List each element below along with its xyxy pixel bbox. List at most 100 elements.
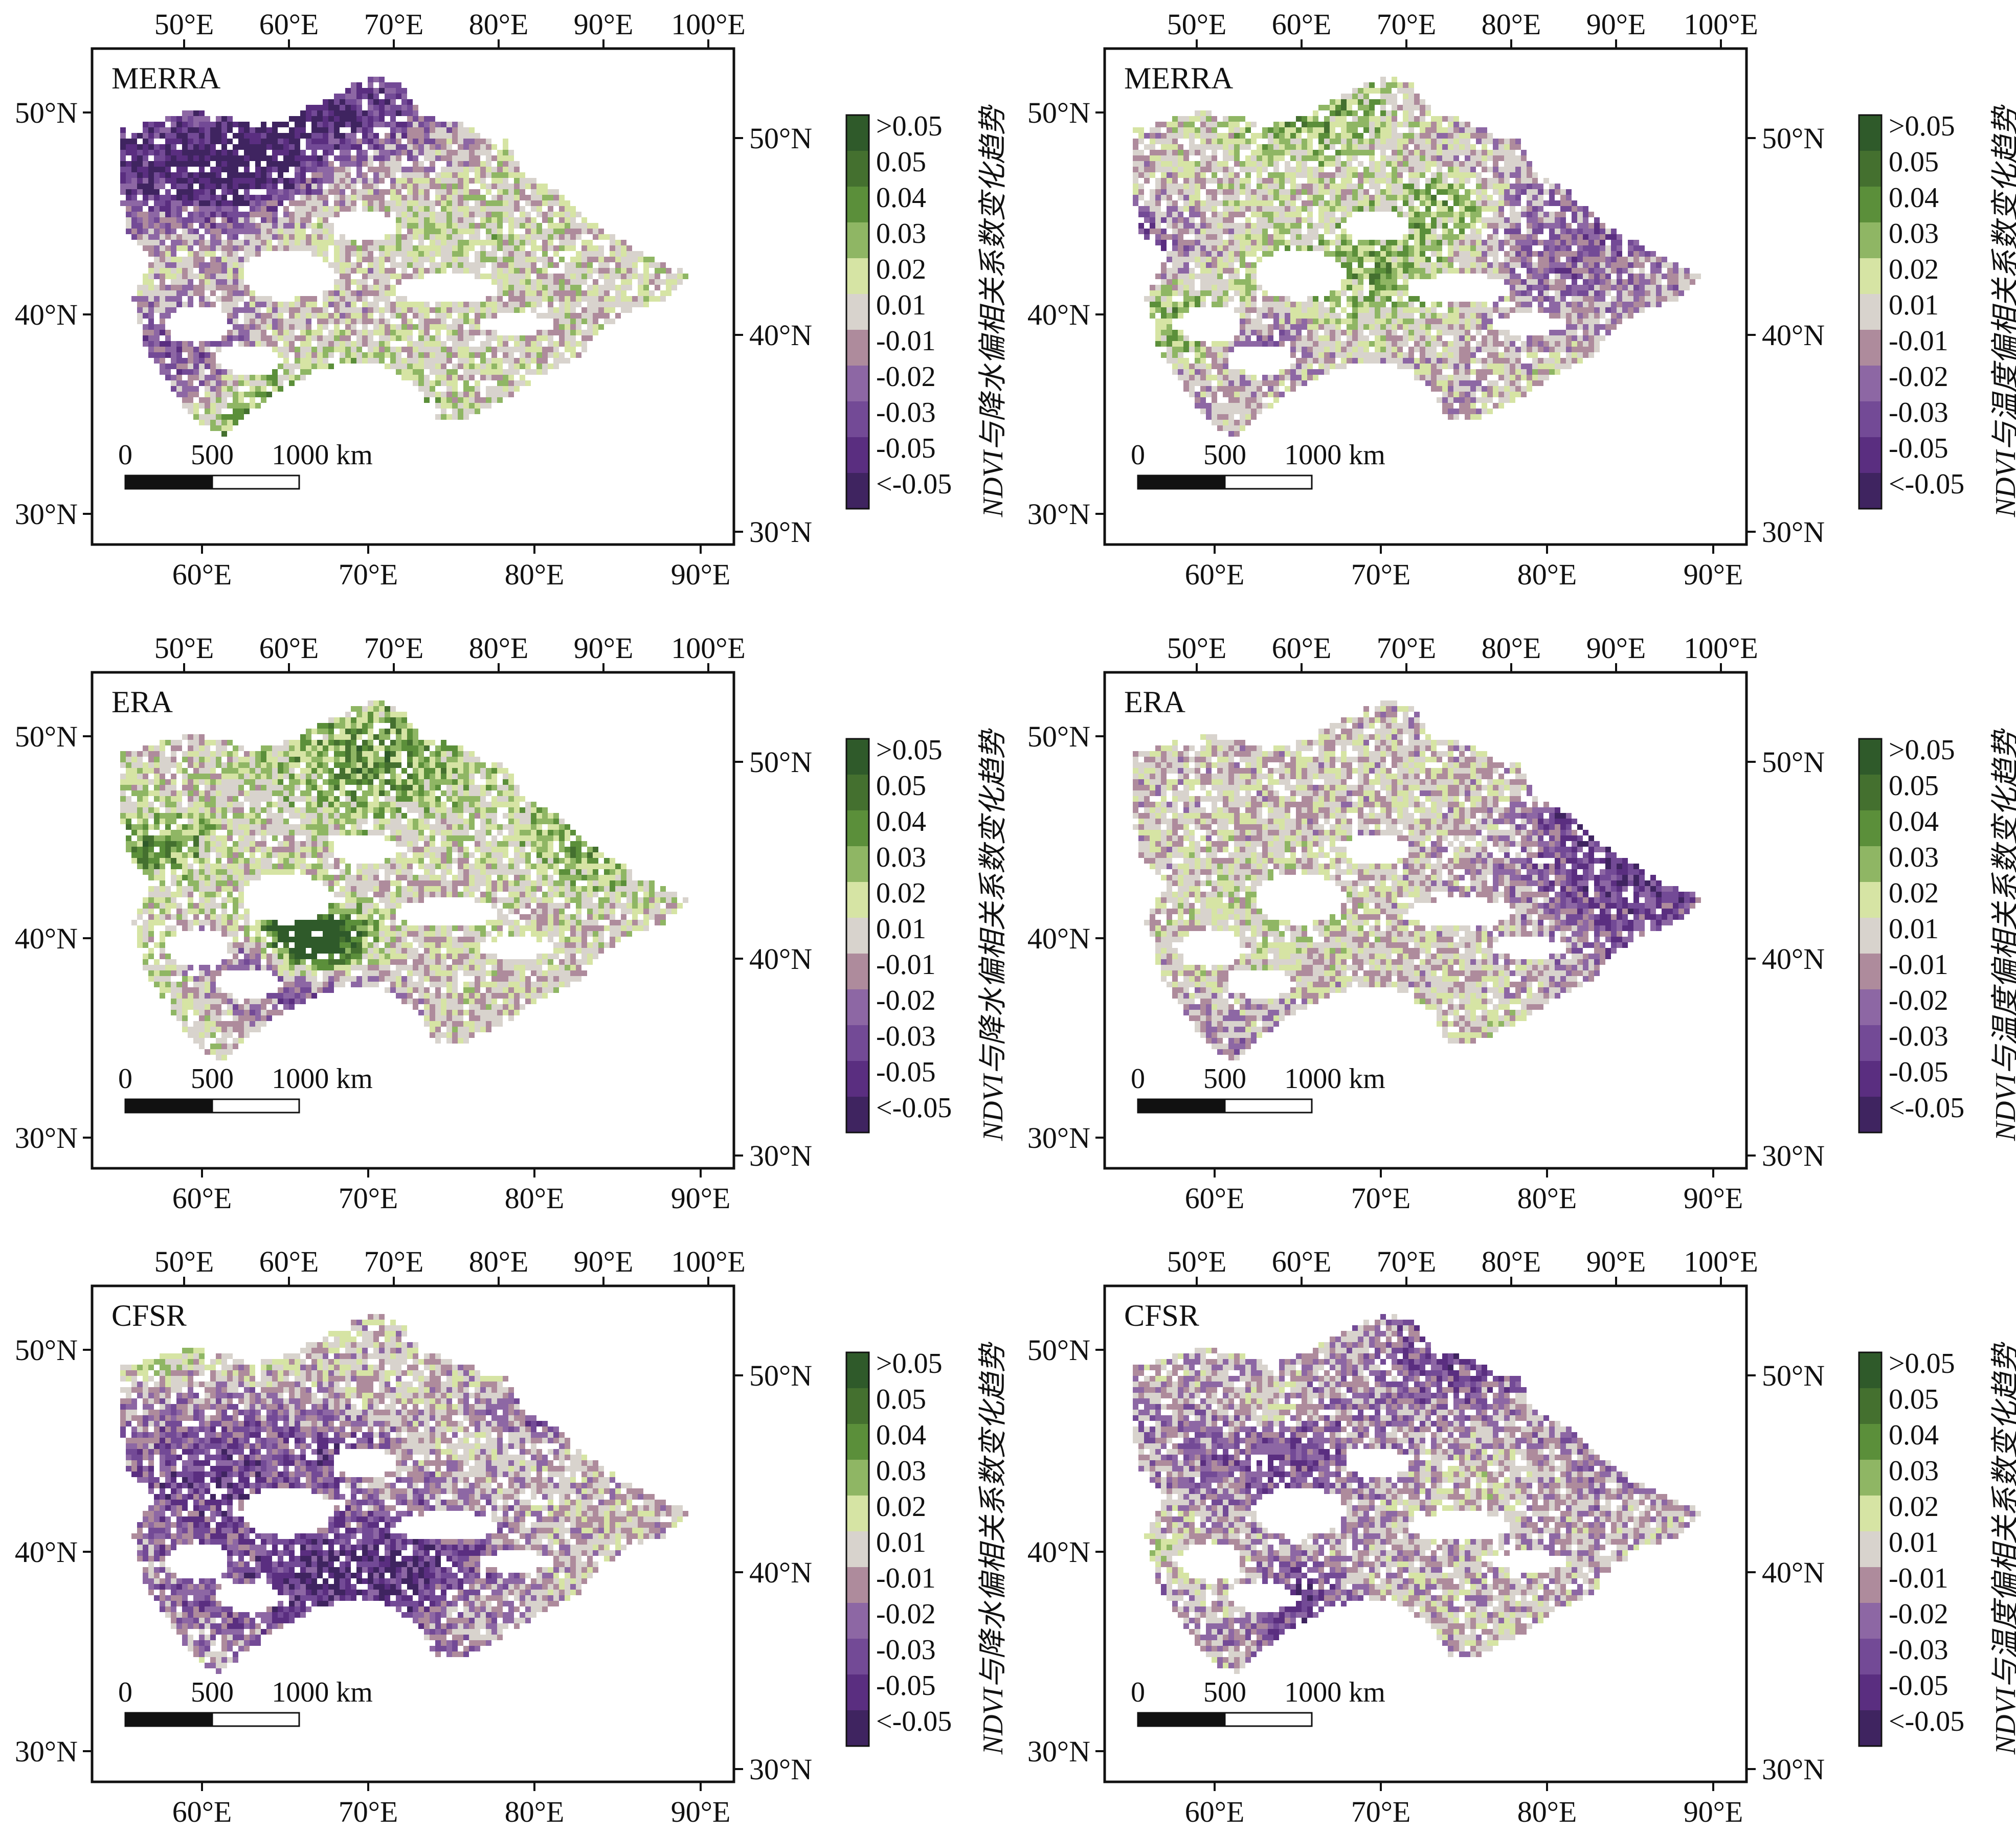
colorbar-label: 0.02 [1889, 1491, 1939, 1523]
colorbar-label: 0.01 [876, 1527, 926, 1558]
map-panel-cfsr-precip: CFSR 50°E 60°E 70°E 80°E 90°E 100°E 60°E 70°E 80°… [15, 1245, 1009, 1828]
colorbar-title: NDVI与温度偏相关系数变化趋势 [1990, 728, 2016, 1142]
colorbar-label: 0.03 [1889, 218, 1939, 250]
colorbar-label: -0.02 [876, 361, 936, 393]
lat-tick-right: 40°N [1762, 942, 1825, 976]
colorbar-swatch [846, 1567, 869, 1603]
lat-tick-right: 30°N [749, 1753, 812, 1786]
lon-tick-bottom: 80°E [505, 1182, 565, 1215]
scale-bar-light [211, 1098, 300, 1114]
lon-tick-bottom: 60°E [1185, 1182, 1245, 1215]
colorbar-label: 0.05 [876, 1384, 926, 1415]
lon-tick-top: 80°E [469, 631, 529, 665]
panel-title: ERA [111, 685, 173, 719]
lon-tick-bottom: 60°E [172, 558, 232, 591]
lat-tick-left: 30°N [1027, 1121, 1090, 1154]
colorbar-label: 0.03 [876, 218, 926, 250]
lat-tick-right: 30°N [749, 1139, 812, 1172]
scale-label: 500 [191, 1677, 234, 1708]
colorbar-label: -0.05 [1889, 433, 1948, 464]
colorbar-label: -0.02 [1889, 1598, 1948, 1630]
scale-label: 500 [1203, 1063, 1246, 1095]
lat-tick-right: 50°N [749, 1359, 812, 1392]
colorbar-label: -0.03 [876, 1021, 936, 1052]
lon-tick-top: 70°E [1377, 631, 1437, 665]
lon-tick-top: 50°E [1167, 8, 1227, 41]
lon-tick-bottom: 90°E [671, 558, 731, 591]
map-panel-cfsr-temp: CFSR 50°E 60°E 70°E 80°E 90°E 100°E 60°E 70°E 80°… [1027, 1245, 2016, 1828]
colorbar-label: -0.05 [876, 433, 936, 464]
colorbar-label: <-0.05 [1889, 1706, 1964, 1737]
colorbar-swatch [1859, 151, 1881, 187]
map-panel-era-temp: ERA 50°E 60°E 70°E 80°E 90°E 100°E 60°E 70°E 80°E… [1027, 631, 2016, 1215]
colorbar-swatch [1859, 1061, 1881, 1097]
lat-tick-left: 40°N [1027, 1535, 1090, 1569]
colorbar-swatch [846, 1025, 869, 1061]
lat-tick-left: 40°N [15, 922, 78, 955]
colorbar-label: 0.02 [876, 254, 926, 285]
lon-tick-bottom: 90°E [1684, 1795, 1743, 1828]
scale-label: 1000 km [272, 1063, 373, 1095]
lon-tick-bottom: 70°E [339, 558, 398, 591]
colorbar-swatch [1859, 810, 1881, 846]
colorbar-label: 0.05 [1889, 1384, 1939, 1415]
scale-label: 500 [191, 439, 234, 471]
colorbar-label: -0.03 [1889, 397, 1948, 428]
scale-label: 1000 km [272, 1677, 373, 1708]
colorbar-swatch [1859, 1352, 1881, 1388]
colorbar-label: -0.03 [1889, 1634, 1948, 1666]
colorbar-swatch [1859, 330, 1881, 366]
map-panel-merra-precip: MERRA 50°E 60°E 70°E 80°E 90°E 100°E 60°E 70°E 80… [15, 8, 1009, 591]
lat-tick-left: 50°N [15, 96, 78, 129]
scale-label: 500 [1203, 1677, 1246, 1708]
colorbar-swatch [1859, 739, 1881, 775]
lon-tick-bottom: 80°E [1517, 1795, 1577, 1828]
colorbar-swatch [1859, 1496, 1881, 1531]
lat-tick-left: 40°N [1027, 298, 1090, 331]
lon-tick-top: 80°E [469, 8, 529, 41]
colorbar-swatch [1859, 1531, 1881, 1567]
colorbar-swatch [846, 1097, 869, 1133]
colorbar-label: 0.05 [1889, 770, 1939, 802]
lon-tick-top: 100°E [1684, 1245, 1758, 1278]
colorbar-label: <-0.05 [876, 1092, 952, 1124]
colorbar-label: -0.02 [876, 1598, 936, 1630]
colorbar-label: 0.03 [1889, 842, 1939, 873]
lon-tick-top: 70°E [364, 1245, 424, 1278]
colorbar-swatch [1859, 1460, 1881, 1496]
colorbar: >0.05 0.05 0.04 0.03 0.02 0.01 -0.01 -0.02 -0.03… [845, 104, 1009, 517]
colorbar: >0.05 0.05 0.04 0.03 0.02 0.01 -0.01 -0.02 -0.03… [1858, 728, 2016, 1142]
scale-label: 0 [118, 1063, 132, 1095]
colorbar-swatch [1859, 115, 1881, 151]
colorbar-swatch [846, 1352, 869, 1388]
colorbar-swatch [1859, 401, 1881, 437]
lat-tick-left: 30°N [15, 497, 78, 531]
scale-label: 1000 km [272, 439, 373, 471]
scale-label: 0 [118, 1677, 132, 1708]
colorbar-label: 0.01 [1889, 1527, 1939, 1558]
colorbar-swatch [846, 187, 869, 222]
colorbar-swatch [1859, 1388, 1881, 1424]
colorbar-swatch [1859, 1567, 1881, 1603]
colorbar-label: -0.01 [1889, 949, 1948, 981]
colorbar-swatch [1859, 1097, 1881, 1133]
lat-tick-right: 40°N [749, 319, 812, 352]
lat-tick-right: 30°N [749, 515, 812, 549]
colorbar-swatch [846, 115, 869, 151]
colorbar-swatch [1859, 187, 1881, 222]
lon-tick-bottom: 70°E [1351, 1182, 1411, 1215]
lon-tick-top: 50°E [1167, 1245, 1227, 1278]
colorbar-label: -0.01 [1889, 1563, 1948, 1594]
colorbar-swatch [1859, 954, 1881, 989]
colorbar-label: -0.05 [876, 1670, 936, 1702]
lon-tick-bottom: 90°E [1684, 558, 1743, 591]
colorbar-label: 0.04 [876, 806, 926, 837]
scale-bar-light [1224, 474, 1313, 490]
scale-bar-light [1224, 1712, 1313, 1727]
colorbar-swatch [846, 1388, 869, 1424]
lat-tick-left: 40°N [15, 298, 78, 331]
colorbar-label: -0.03 [1889, 1021, 1948, 1052]
colorbar: >0.05 0.05 0.04 0.03 0.02 0.01 -0.01 -0.02 -0.03… [845, 728, 1009, 1141]
colorbar-label: <-0.05 [1889, 1092, 1964, 1124]
